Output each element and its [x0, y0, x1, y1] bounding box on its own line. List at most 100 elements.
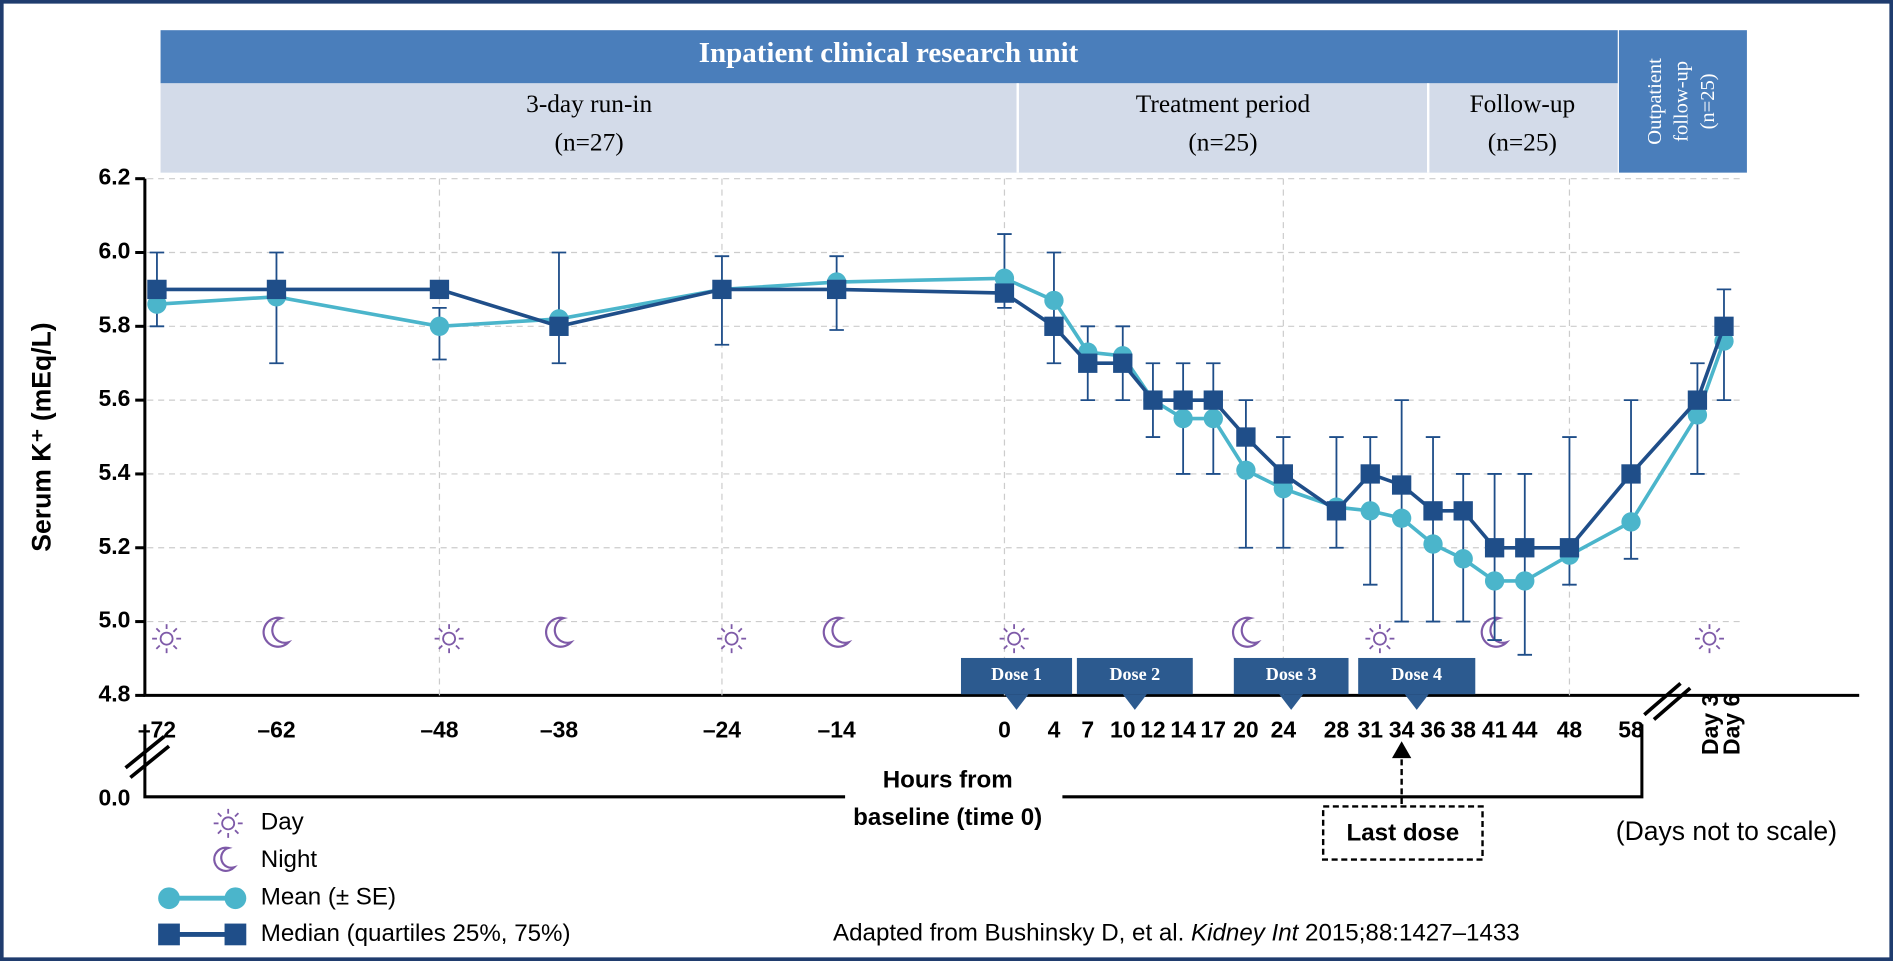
sun-ray: [217, 812, 222, 818]
dose-box: [1233, 657, 1349, 695]
x-tick-label: 7: [1081, 717, 1094, 743]
median-point: [1273, 464, 1293, 484]
dose-label: Dose 1: [991, 664, 1042, 684]
sun-ray: [720, 644, 726, 650]
x-tick-label: –24: [703, 717, 741, 743]
mean-point: [429, 316, 450, 336]
median-point: [1714, 316, 1734, 336]
x-tick-label: –14: [818, 717, 856, 743]
x-axis-label: Hours from: [883, 766, 1013, 793]
sun-ray: [155, 627, 161, 633]
mean-point: [147, 294, 167, 314]
x-tick-label: 20: [1233, 717, 1259, 743]
mean-point: [1236, 460, 1256, 480]
x-tick-label: 12: [1140, 717, 1166, 743]
legend-marker: [224, 923, 247, 946]
legend-label: Mean (± SE): [261, 884, 396, 911]
x-tick-label: 0: [998, 717, 1011, 743]
sun-ray: [1715, 644, 1721, 650]
error-bar: [1329, 436, 1344, 549]
median-point: [1484, 538, 1505, 558]
legend-label: Night: [261, 846, 318, 873]
sun-ray: [1003, 644, 1008, 650]
median-point: [1515, 538, 1535, 558]
header-bar: [160, 30, 1618, 84]
dose-box: [1358, 657, 1476, 695]
x-tick-label: 17: [1201, 717, 1227, 743]
x-tick-label: 58: [1618, 717, 1644, 743]
dose-label: Dose 2: [1109, 664, 1160, 684]
legend: Day Night Mean (± SE) Median (quartiles 25%…: [158, 809, 571, 947]
error-bar: [1517, 473, 1533, 656]
last-dose-box: [1321, 805, 1484, 861]
sun-ray: [1020, 627, 1025, 633]
mean-point: [1484, 571, 1505, 591]
dose-label: Dose 3: [1266, 664, 1317, 684]
sun-ray: [234, 812, 240, 818]
mean-point: [1423, 534, 1443, 554]
median-point: [147, 279, 167, 300]
error-bar: [269, 251, 284, 365]
mean-point: [1173, 408, 1193, 429]
mean-point: [1203, 408, 1223, 429]
y-tick-label: 5.6: [99, 385, 131, 411]
median-point: [1236, 427, 1256, 447]
moon: [213, 846, 238, 872]
outpatient-line: Outpatient: [1644, 58, 1666, 145]
legend-marker: [158, 887, 180, 910]
moon: [262, 616, 293, 648]
axis-break: [124, 681, 1692, 779]
median-point: [266, 279, 287, 300]
sun: [1007, 631, 1022, 646]
header-title: Inpatient clinical research unit: [699, 37, 1079, 69]
period-n: (n=25): [1488, 129, 1557, 157]
median-point: [1326, 501, 1347, 521]
error-bar: [1455, 473, 1471, 623]
x-tick-label: –38: [540, 717, 578, 743]
sun-ray: [217, 829, 222, 835]
y-break-label: 0.0: [99, 784, 131, 810]
mean-point: [1360, 501, 1380, 521]
error-bar: [551, 251, 567, 365]
sun-ray: [172, 627, 178, 633]
dose-arrow: [1279, 694, 1304, 710]
last-dose-label: Last dose: [1347, 820, 1460, 847]
dose-arrow: [1122, 694, 1147, 710]
x-tick-label: –62: [257, 717, 295, 743]
median-point: [1621, 464, 1641, 484]
median-point: [1687, 390, 1708, 410]
period-name: Treatment period: [1136, 90, 1311, 118]
median-point: [1203, 390, 1223, 410]
moon: [1480, 616, 1511, 648]
sun-ray: [1386, 644, 1391, 650]
median-point: [549, 316, 569, 336]
x-tick-label: 24: [1271, 717, 1297, 743]
x-tick-label: –48: [420, 717, 458, 743]
x-tick-label: –72: [138, 717, 176, 743]
sun-ray: [438, 627, 443, 633]
x-tick-label: 38: [1450, 717, 1476, 743]
median-point: [1559, 538, 1580, 558]
mean-point: [1273, 479, 1293, 499]
legend-marker: [224, 887, 247, 910]
legend-marker: [158, 923, 180, 946]
mean-point: [1391, 508, 1412, 528]
source-journal: Kidney Int: [1191, 920, 1300, 947]
legend-label: Median (quartiles 25%, 75%): [261, 920, 571, 947]
y-axis-label: Serum K⁺ (mEq/L): [26, 322, 56, 551]
dose-label: Dose 4: [1391, 664, 1442, 684]
error-bar: [714, 255, 730, 346]
outpatient-line: follow-up: [1671, 61, 1693, 142]
dose-arrow: [1404, 694, 1429, 710]
median-point: [1360, 464, 1380, 484]
x-tick-label: 34: [1389, 717, 1415, 743]
x-tick-label: Day 3: [1697, 694, 1723, 755]
median-point: [1423, 501, 1443, 521]
source: Adapted from Bushinsky D, et al. Kidney …: [833, 920, 1520, 947]
mean-point: [1044, 290, 1064, 311]
moon: [1231, 616, 1262, 648]
dose-box: [960, 657, 1073, 695]
sun-ray: [172, 644, 178, 650]
